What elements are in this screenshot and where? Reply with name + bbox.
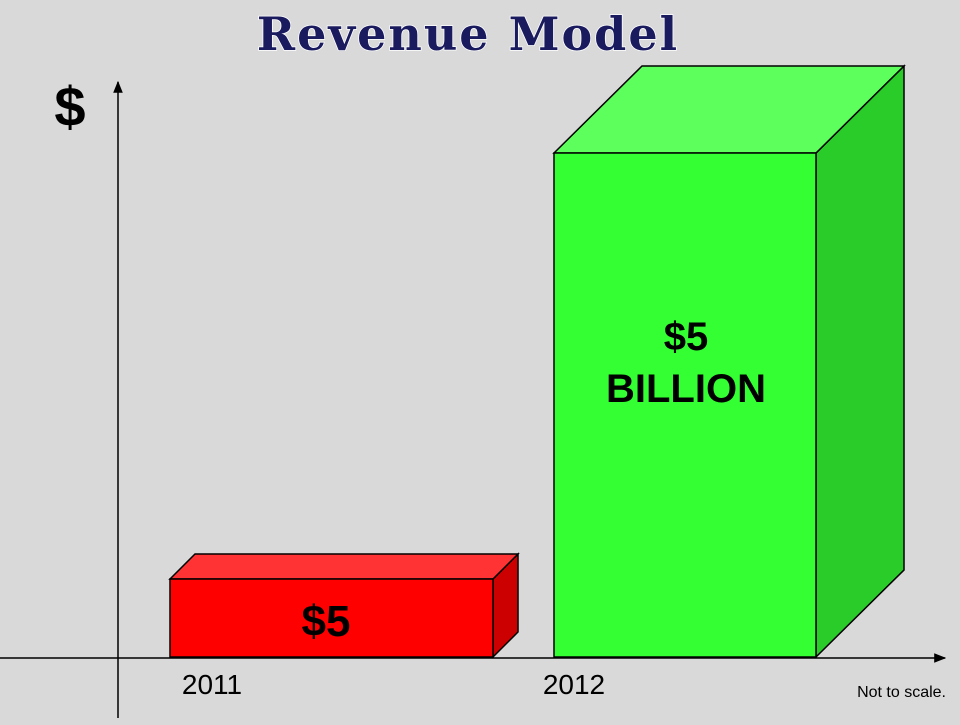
bar-2012 <box>552 64 906 659</box>
bar-2011-front <box>169 578 494 658</box>
x-tick-label-2011: 2011 <box>182 669 242 700</box>
y-axis-label: $ <box>54 75 85 138</box>
data-label-2012: $5 BILLION <box>606 315 766 411</box>
bar-2012-front <box>553 152 817 658</box>
data-label-2011: $5 <box>302 597 351 646</box>
bar-2011 <box>168 552 520 659</box>
scale-note: Not to scale. <box>857 684 946 701</box>
bar-2012-side <box>815 64 905 659</box>
bar-2011-top <box>168 553 520 580</box>
x-tick-label-2012: 2012 <box>543 669 605 700</box>
chart-title: Revenue Model <box>257 7 679 61</box>
